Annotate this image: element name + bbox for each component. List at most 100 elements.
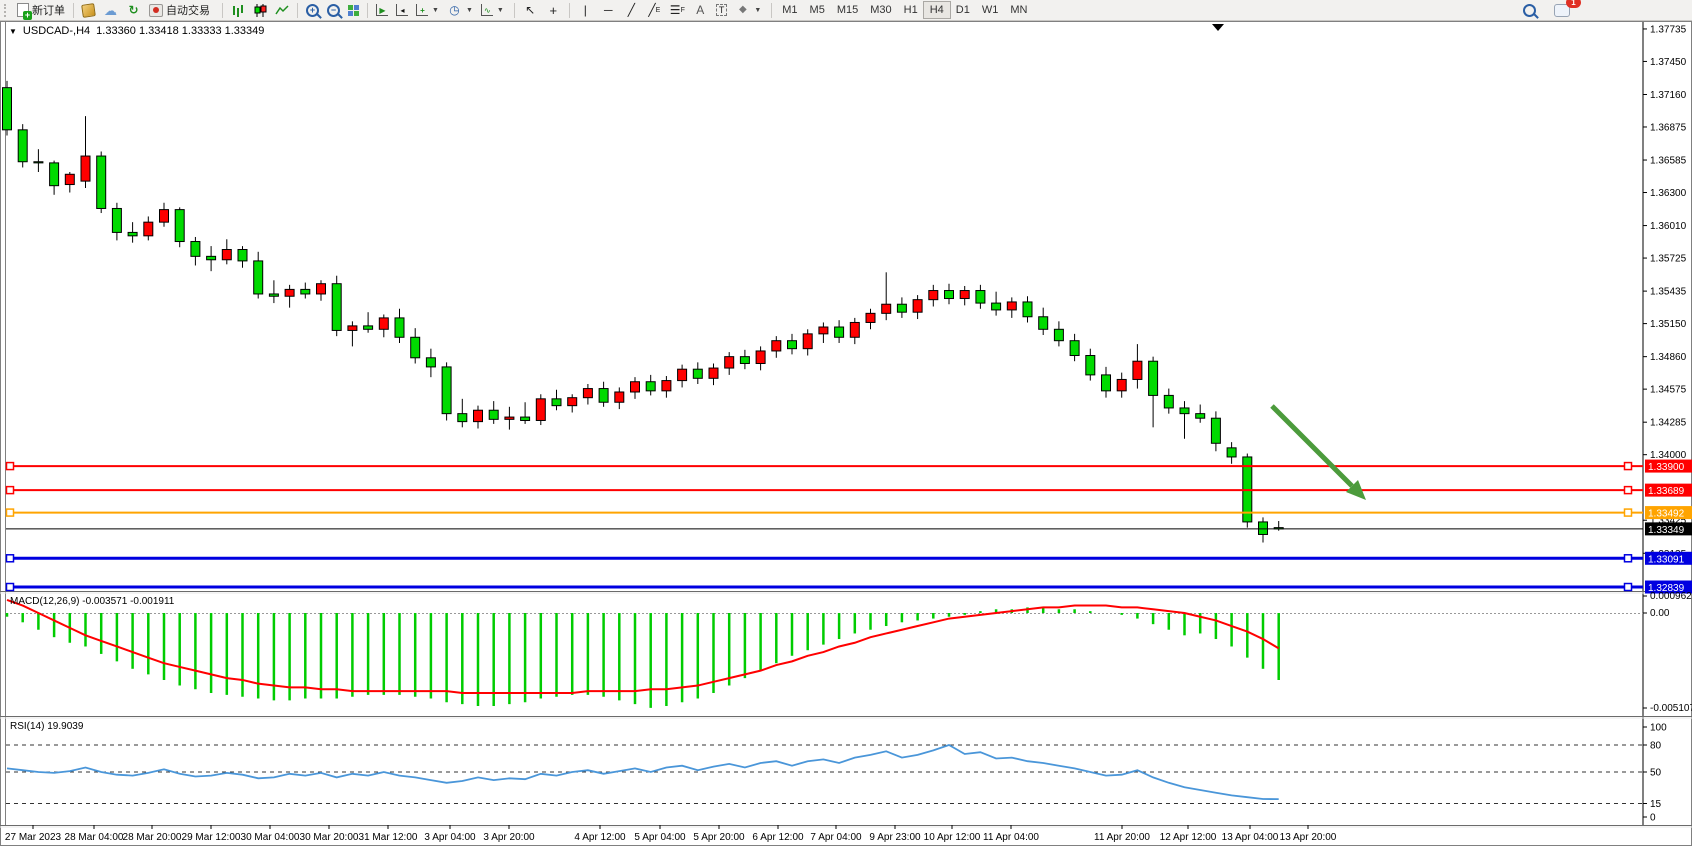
zoom-out-button[interactable]: − <box>323 2 344 19</box>
hline-handle[interactable] <box>5 582 15 592</box>
separator <box>297 2 298 18</box>
timeframe-H4[interactable]: H4 <box>922 1 951 19</box>
crosshair-icon: + <box>549 2 558 18</box>
date-tick-label: 12 Apr 12:00 <box>1160 832 1217 843</box>
arrows-tool[interactable]: ◆ ▼ <box>731 2 765 19</box>
trendline-tool[interactable]: ╱ <box>620 2 643 19</box>
search-icon <box>1523 3 1539 19</box>
candle-body-bear <box>2 87 12 131</box>
hline-handle[interactable] <box>5 508 15 517</box>
timeframe-bar: M1 M5 M15 M30 H1 H4 D1 W1 MN <box>776 1 1033 19</box>
separator <box>513 2 515 18</box>
toolbar-grip[interactable] <box>4 3 10 17</box>
timeframe-D1[interactable]: D1 <box>955 4 970 16</box>
separator <box>367 2 368 18</box>
fibonacci-tool[interactable]: ☰ F <box>666 2 689 19</box>
candle-body-bull <box>677 368 688 382</box>
chart-shift-button[interactable]: ◂ <box>392 2 412 19</box>
timeframe-MN[interactable]: MN <box>1010 4 1028 16</box>
scroll-end-marker-icon[interactable] <box>1212 24 1224 31</box>
autotrading-label: 自动交易 <box>166 5 210 17</box>
candle-body-bull <box>284 288 295 297</box>
cursor-icon: ↖ <box>525 3 536 17</box>
arrow-annotation-head[interactable] <box>1346 480 1366 500</box>
price-tick-label: 1.34575 <box>1650 385 1687 396</box>
candle-body-bull <box>881 303 892 314</box>
candle-body-bear <box>253 260 264 295</box>
text-icon: A <box>696 3 705 17</box>
zoom-in-button[interactable]: + <box>302 2 323 19</box>
candle-body-bear <box>174 209 185 243</box>
candle-body-bear <box>1038 316 1049 330</box>
price-tick-label: 1.36875 <box>1650 122 1687 133</box>
text-label-tool[interactable]: T <box>712 2 732 19</box>
templates-button[interactable]: ∿ ▼ <box>477 2 508 19</box>
horizontal-line-icon: ─ <box>604 3 613 17</box>
crosshair-tool[interactable]: + <box>542 2 565 19</box>
date-tick-label: 28 Mar 20:00 <box>123 832 182 843</box>
timeframe-M15[interactable]: M15 <box>836 4 859 16</box>
community-button[interactable]: ☁ <box>99 2 122 19</box>
timeframe-M30[interactable]: M30 <box>870 4 892 16</box>
candle-body-bear <box>1258 521 1268 535</box>
text-tool[interactable]: A <box>689 2 712 19</box>
candle-body-bull <box>708 367 719 379</box>
horizontal-line-tool[interactable]: ─ <box>597 2 620 19</box>
hline-handle[interactable] <box>1623 554 1633 563</box>
hline-handle[interactable] <box>5 485 15 495</box>
timeframe-M1[interactable]: M1 <box>782 4 798 16</box>
price-tick-label: 1.36585 <box>1650 156 1687 167</box>
periods-button[interactable]: ◷ ▼ <box>443 2 477 19</box>
chart-canvas[interactable]: 1.37735 1.37450 1.37160 1.36875 1.36585 1.363… <box>0 21 1692 846</box>
auto-scroll-button[interactable]: ▶ <box>372 2 392 19</box>
candle-body-bear <box>1085 355 1096 376</box>
candle-body-bear <box>237 249 248 262</box>
hline-handle[interactable] <box>1623 485 1633 495</box>
timeframe-H1[interactable]: H1 <box>903 4 918 16</box>
price-tick-label: 1.34000 <box>1650 450 1687 461</box>
chart-info-bar: ▼ USDCAD-,H4 1.33360 1.33418 1.33333 1.3… <box>9 25 264 37</box>
notification-badge: 1 <box>1566 0 1581 8</box>
timeframe-M5[interactable]: M5 <box>809 4 825 16</box>
bar-chart-button[interactable] <box>227 2 249 19</box>
hline-handle[interactable] <box>1623 461 1633 471</box>
chart-dropdown-icon[interactable]: ▼ <box>9 26 17 36</box>
date-tick-label: 9 Apr 23:00 <box>869 832 921 843</box>
indicators-button[interactable]: + ▼ <box>412 2 443 19</box>
hline-handle[interactable] <box>5 461 15 471</box>
price-tick-label: 1.33425 <box>1650 516 1687 527</box>
cursor-tool[interactable]: ↖ <box>519 2 542 19</box>
timeframe-W1[interactable]: W1 <box>981 4 999 16</box>
new-order-button[interactable]: + 新订单 <box>13 2 69 20</box>
autotrading-button[interactable]: 自动交易 <box>145 2 214 19</box>
candle-body-bear <box>111 207 122 233</box>
price-tick-label: 1.34860 <box>1650 352 1687 363</box>
arrow-annotation[interactable] <box>1270 404 1354 488</box>
line-chart-icon <box>275 4 289 14</box>
hline-handle[interactable] <box>5 554 15 563</box>
separator <box>771 2 773 18</box>
notifications-button[interactable]: 1 <box>1550 0 1581 19</box>
candle-body-bear <box>457 413 468 423</box>
candle-body-bull <box>378 317 389 330</box>
chat-icon <box>1554 3 1570 17</box>
channel-tool[interactable]: ╱ E <box>643 2 666 19</box>
line-chart-button[interactable] <box>271 2 293 19</box>
vertical-line-tool[interactable]: | <box>574 2 597 19</box>
chart-ohlc-values: 1.33360 1.33418 1.33333 1.33349 <box>96 25 265 37</box>
hline-handle[interactable] <box>1623 508 1633 517</box>
price-tick-label: 1.36300 <box>1650 188 1687 199</box>
separator <box>568 2 570 18</box>
tile-windows-button[interactable] <box>344 2 363 19</box>
candle-body-bear <box>410 336 421 359</box>
profiles-button[interactable] <box>78 2 99 19</box>
refresh-button[interactable]: ↻ <box>122 2 145 19</box>
hline-handle[interactable] <box>1623 582 1633 592</box>
candlestick-chart-button[interactable] <box>249 2 271 19</box>
toolbar-right: 1 <box>1519 0 1581 19</box>
candle-body-bull <box>724 356 735 369</box>
candle-body-bear <box>1210 417 1221 444</box>
price-label-text: 1.33492 <box>1648 509 1685 520</box>
search-button[interactable] <box>1519 2 1540 19</box>
candle-body-bull <box>473 409 483 423</box>
